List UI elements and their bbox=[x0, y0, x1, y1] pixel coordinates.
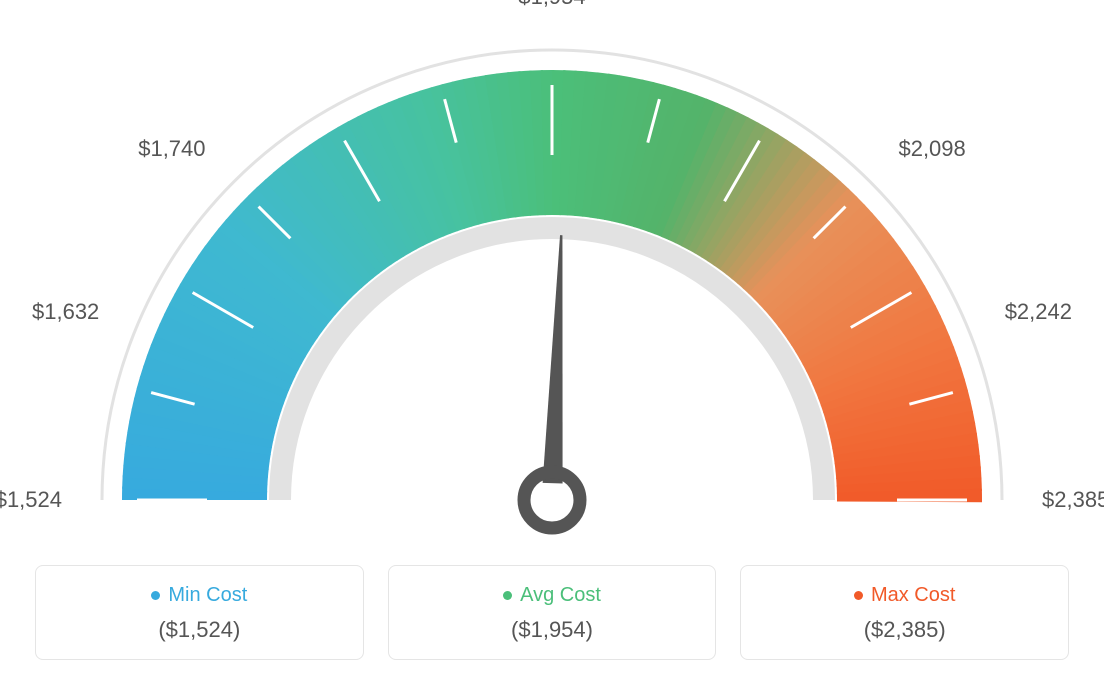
gauge-tick-label: $2,385 bbox=[1042, 487, 1104, 513]
chart-container: $1,524 $1,632 $1,740 $1,954 $2,098 $2,242 $2,3… bbox=[0, 0, 1104, 690]
max-cost-dot bbox=[854, 591, 863, 600]
max-cost-title-text: Max Cost bbox=[871, 584, 955, 607]
gauge-svg bbox=[0, 0, 1104, 560]
gauge-tick-label: $1,740 bbox=[138, 135, 205, 161]
avg-cost-title: Avg Cost bbox=[503, 584, 601, 607]
gauge-tick-label: $2,242 bbox=[1005, 299, 1072, 325]
gauge-tick-label: $1,524 bbox=[0, 487, 62, 513]
avg-cost-value: ($1,954) bbox=[409, 617, 696, 643]
max-cost-card: Max Cost ($2,385) bbox=[740, 565, 1069, 660]
min-cost-title-text: Min Cost bbox=[168, 584, 247, 607]
avg-cost-dot bbox=[503, 591, 512, 600]
gauge-tick-label: $1,632 bbox=[32, 299, 99, 325]
cost-cards-row: Min Cost ($1,524) Avg Cost ($1,954) Max … bbox=[35, 565, 1069, 660]
gauge-area: $1,524 $1,632 $1,740 $1,954 $2,098 $2,242 $2,3… bbox=[0, 0, 1104, 560]
avg-cost-card: Avg Cost ($1,954) bbox=[388, 565, 717, 660]
gauge-tick-label: $2,098 bbox=[898, 135, 965, 161]
avg-cost-title-text: Avg Cost bbox=[520, 584, 601, 607]
gauge-tick-label: $1,954 bbox=[518, 0, 585, 10]
min-cost-dot bbox=[151, 591, 160, 600]
max-cost-title: Max Cost bbox=[854, 584, 955, 607]
min-cost-card: Min Cost ($1,524) bbox=[35, 565, 364, 660]
max-cost-value: ($2,385) bbox=[761, 617, 1048, 643]
min-cost-title: Min Cost bbox=[151, 584, 247, 607]
min-cost-value: ($1,524) bbox=[56, 617, 343, 643]
